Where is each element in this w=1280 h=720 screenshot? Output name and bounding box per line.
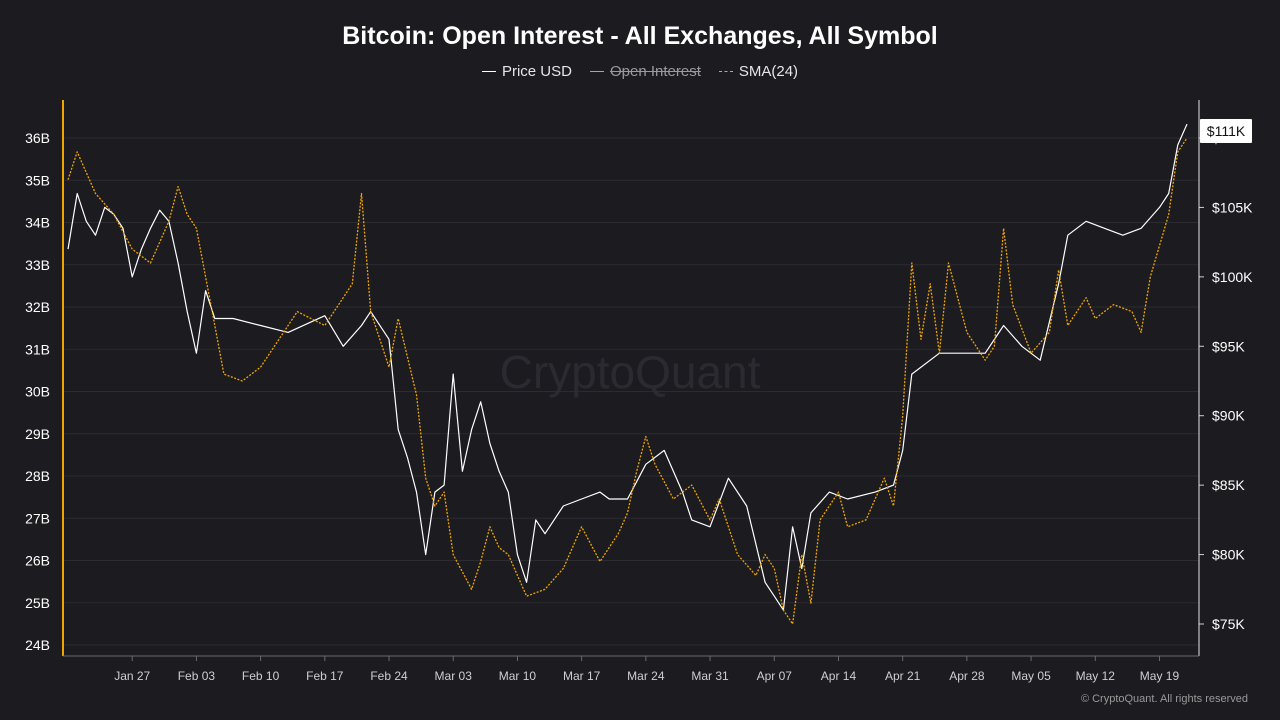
- x-tick-label: Mar 03: [435, 669, 473, 683]
- current-price-box: [1200, 119, 1252, 143]
- y-left-tick-label: 28B: [25, 468, 50, 484]
- y-left-tick-label: 34B: [25, 215, 50, 231]
- x-tick-label: May 05: [1011, 669, 1051, 683]
- x-tick-label: Feb 03: [178, 669, 216, 683]
- legend-item-open-interest[interactable]: Open Interest: [589, 63, 701, 80]
- y-left-tick-label: 25B: [25, 595, 50, 611]
- x-tick-label: Mar 31: [691, 669, 729, 683]
- x-tick-label: Feb 17: [306, 669, 344, 683]
- y-right-tick-label: $75K: [1212, 616, 1245, 632]
- y-right-tick-label: $100K: [1212, 269, 1253, 285]
- legend-item-sma[interactable]: SMA(24): [718, 63, 799, 80]
- copyright-notice: © CryptoQuant. All rights reserved: [1080, 693, 1248, 705]
- current-price-label: $111K: [1207, 123, 1246, 139]
- x-tick-label: Mar 17: [563, 669, 601, 683]
- legend-swatch-sma: [718, 71, 733, 72]
- legend-swatch-price: [481, 71, 496, 72]
- y-left-tick-label: 30B: [25, 384, 50, 400]
- x-tick-label: May 12: [1076, 669, 1116, 683]
- series-line-price-usd: [67, 123, 1188, 611]
- x-tick-label: Jan 27: [114, 669, 150, 683]
- x-tick-label: Apr 07: [757, 669, 793, 683]
- x-tick-label: Feb 24: [370, 669, 408, 683]
- legend-item-price[interactable]: Price USD: [481, 63, 572, 80]
- y-left-tick-label: 24B: [25, 637, 50, 653]
- y-right-tick-label: $80K: [1212, 547, 1245, 563]
- y-right-tick-label: $90K: [1212, 408, 1245, 424]
- y-right-tick-label: $105K: [1212, 199, 1253, 215]
- y-left-tick-label: 35B: [25, 172, 50, 188]
- chart-legend: Price USD Open Interest SMA(24): [0, 63, 1280, 80]
- y-right-tick-label: $85K: [1212, 477, 1245, 493]
- legend-label-price: Price USD: [501, 63, 572, 80]
- x-tick-label: Feb 10: [242, 669, 280, 683]
- watermark-text: CryptoQuant: [500, 346, 761, 398]
- y-left-tick-label: 32B: [25, 299, 50, 315]
- y-left-tick-label: 31B: [25, 341, 50, 357]
- y-left-tick-label: 33B: [25, 257, 50, 273]
- x-tick-label: Mar 10: [499, 669, 537, 683]
- y-left-tick-label: 27B: [25, 510, 50, 526]
- series-line-sma-24: [67, 137, 1188, 625]
- x-tick-label: Apr 14: [821, 669, 857, 683]
- x-tick-label: May 19: [1140, 669, 1180, 683]
- x-tick-label: Mar 24: [627, 669, 665, 683]
- x-tick-label: Apr 21: [885, 669, 921, 683]
- legend-label-sma: SMA(24): [738, 63, 799, 80]
- legend-swatch-open-interest: [589, 71, 604, 72]
- y-left-tick-label: 29B: [25, 426, 50, 442]
- y-right-tick-label: $95K: [1212, 338, 1245, 354]
- legend-label-open-interest: Open Interest: [609, 63, 701, 80]
- y-left-tick-label: 26B: [25, 553, 50, 569]
- y-left-tick-label: 36B: [25, 130, 50, 146]
- chart-title: Bitcoin: Open Interest - All Exchanges, …: [342, 22, 938, 50]
- x-tick-label: Apr 28: [949, 669, 985, 683]
